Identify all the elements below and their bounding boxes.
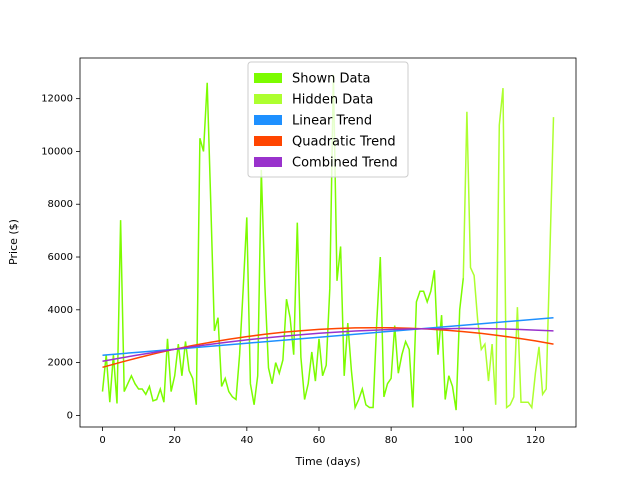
legend-swatch xyxy=(254,157,282,167)
y-tick-label: 2000 xyxy=(48,358,73,369)
data-line xyxy=(462,88,555,410)
legend-swatch xyxy=(254,136,282,146)
x-tick-label: 40 xyxy=(240,435,253,446)
legend-label: Linear Trend xyxy=(292,114,372,129)
data-line xyxy=(102,327,554,363)
x-tick-label: 120 xyxy=(526,435,545,446)
y-axis-label: Price ($) xyxy=(7,219,20,265)
y-tick-label: 12000 xyxy=(41,94,73,105)
x-tick-label: 60 xyxy=(313,435,326,446)
legend-box xyxy=(247,61,409,178)
legend-swatch xyxy=(254,115,282,125)
legend-label: Shown Data xyxy=(292,72,371,87)
legend-label: Combined Trend xyxy=(292,156,398,171)
x-tick-label: 20 xyxy=(168,435,181,446)
legend-label: Quadratic Trend xyxy=(292,135,396,150)
y-tick-label: 6000 xyxy=(48,252,73,263)
y-tick-label: 10000 xyxy=(41,146,73,157)
legend-swatch xyxy=(254,94,282,104)
legend-swatch xyxy=(254,73,282,83)
y-tick-label: 4000 xyxy=(48,305,73,316)
x-axis-label: Time (days) xyxy=(295,455,361,468)
x-tick-label: 100 xyxy=(454,435,473,446)
x-tick-label: 80 xyxy=(385,435,398,446)
x-tick-label: 0 xyxy=(99,435,105,446)
legend-label: Hidden Data xyxy=(292,93,373,108)
y-tick-label: 8000 xyxy=(48,199,73,210)
data-line xyxy=(101,74,465,411)
y-tick-label: 0 xyxy=(67,410,73,421)
plot-frame xyxy=(79,57,577,428)
